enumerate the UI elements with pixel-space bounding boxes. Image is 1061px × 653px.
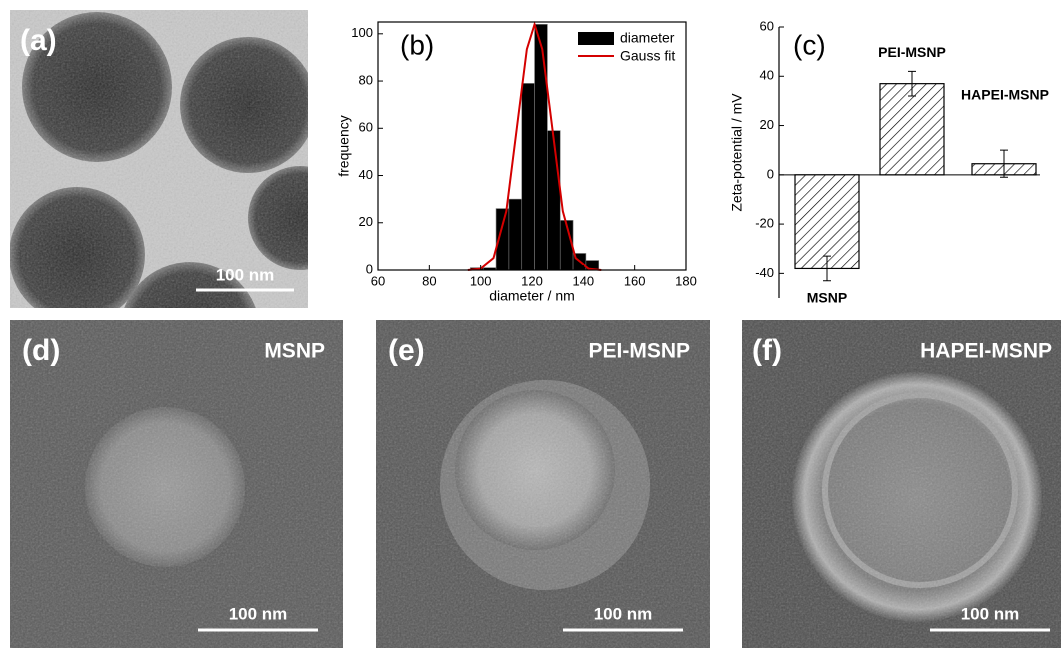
- y-tick-label: 80: [359, 72, 373, 87]
- y-tick-label: 40: [760, 68, 774, 83]
- y-tick-label: 100: [351, 25, 373, 40]
- sample-label: HAPEI-MSNP: [920, 340, 1052, 363]
- panel-label: (a): [20, 24, 57, 57]
- y-tick-label: 60: [359, 120, 373, 135]
- scale-bar-label: 100 nm: [594, 604, 653, 623]
- y-tick-label: -20: [755, 216, 774, 231]
- scale-bar-label: 100 nm: [229, 604, 288, 623]
- sample-label: PEI-MSNP: [588, 340, 690, 363]
- category-label: PEI-MSNP: [878, 44, 946, 60]
- bar: [795, 175, 859, 269]
- histogram-bar: [547, 131, 560, 270]
- bar: [880, 84, 944, 175]
- category-label: HAPEI-MSNP: [961, 86, 1049, 102]
- x-tick-label: 100: [470, 273, 492, 288]
- panel-label: (c): [793, 29, 826, 60]
- legend-swatch: [578, 32, 614, 45]
- x-tick-label: 180: [675, 273, 697, 288]
- y-tick-label: 60: [760, 18, 774, 33]
- histogram-bar: [535, 24, 548, 270]
- histogram-bar: [509, 199, 522, 270]
- legend-label: Gauss fit: [620, 48, 675, 64]
- sample-label: MSNP: [264, 340, 325, 363]
- panel-label: (f): [752, 334, 782, 367]
- y-tick-label: 0: [767, 166, 774, 181]
- x-tick-label: 80: [422, 273, 436, 288]
- x-tick-label: 120: [521, 273, 543, 288]
- y-tick-label: 20: [359, 214, 373, 229]
- scale-bar-label: 100 nm: [216, 265, 275, 284]
- histogram-bar: [522, 83, 535, 270]
- panel-label: (d): [22, 334, 60, 367]
- y-tick-label: -40: [755, 265, 774, 280]
- x-axis-label: diameter / nm: [489, 288, 575, 304]
- page: {"images":[ {"label":"(a)","scale_bar":"…: [0, 0, 1061, 653]
- category-label: MSNP: [807, 289, 847, 305]
- y-tick-label: 20: [760, 117, 774, 132]
- panel-label: (e): [388, 334, 425, 367]
- panel-label: (b): [400, 29, 434, 60]
- y-tick-label: 0: [366, 261, 373, 276]
- legend-label: diameter: [620, 30, 675, 46]
- x-tick-label: 160: [624, 273, 646, 288]
- scale-bar-label: 100 nm: [961, 604, 1020, 623]
- sem-panel: [10, 320, 1061, 648]
- y-axis-label: Zeta-potential / mV: [729, 93, 745, 212]
- figure: (a) 100 nm (d) MSNP 100 nm (e) PEI-MSNP …: [0, 0, 1061, 648]
- x-tick-label: 140: [572, 273, 594, 288]
- y-tick-label: 40: [359, 167, 373, 182]
- y-axis-label: frequency: [336, 115, 352, 176]
